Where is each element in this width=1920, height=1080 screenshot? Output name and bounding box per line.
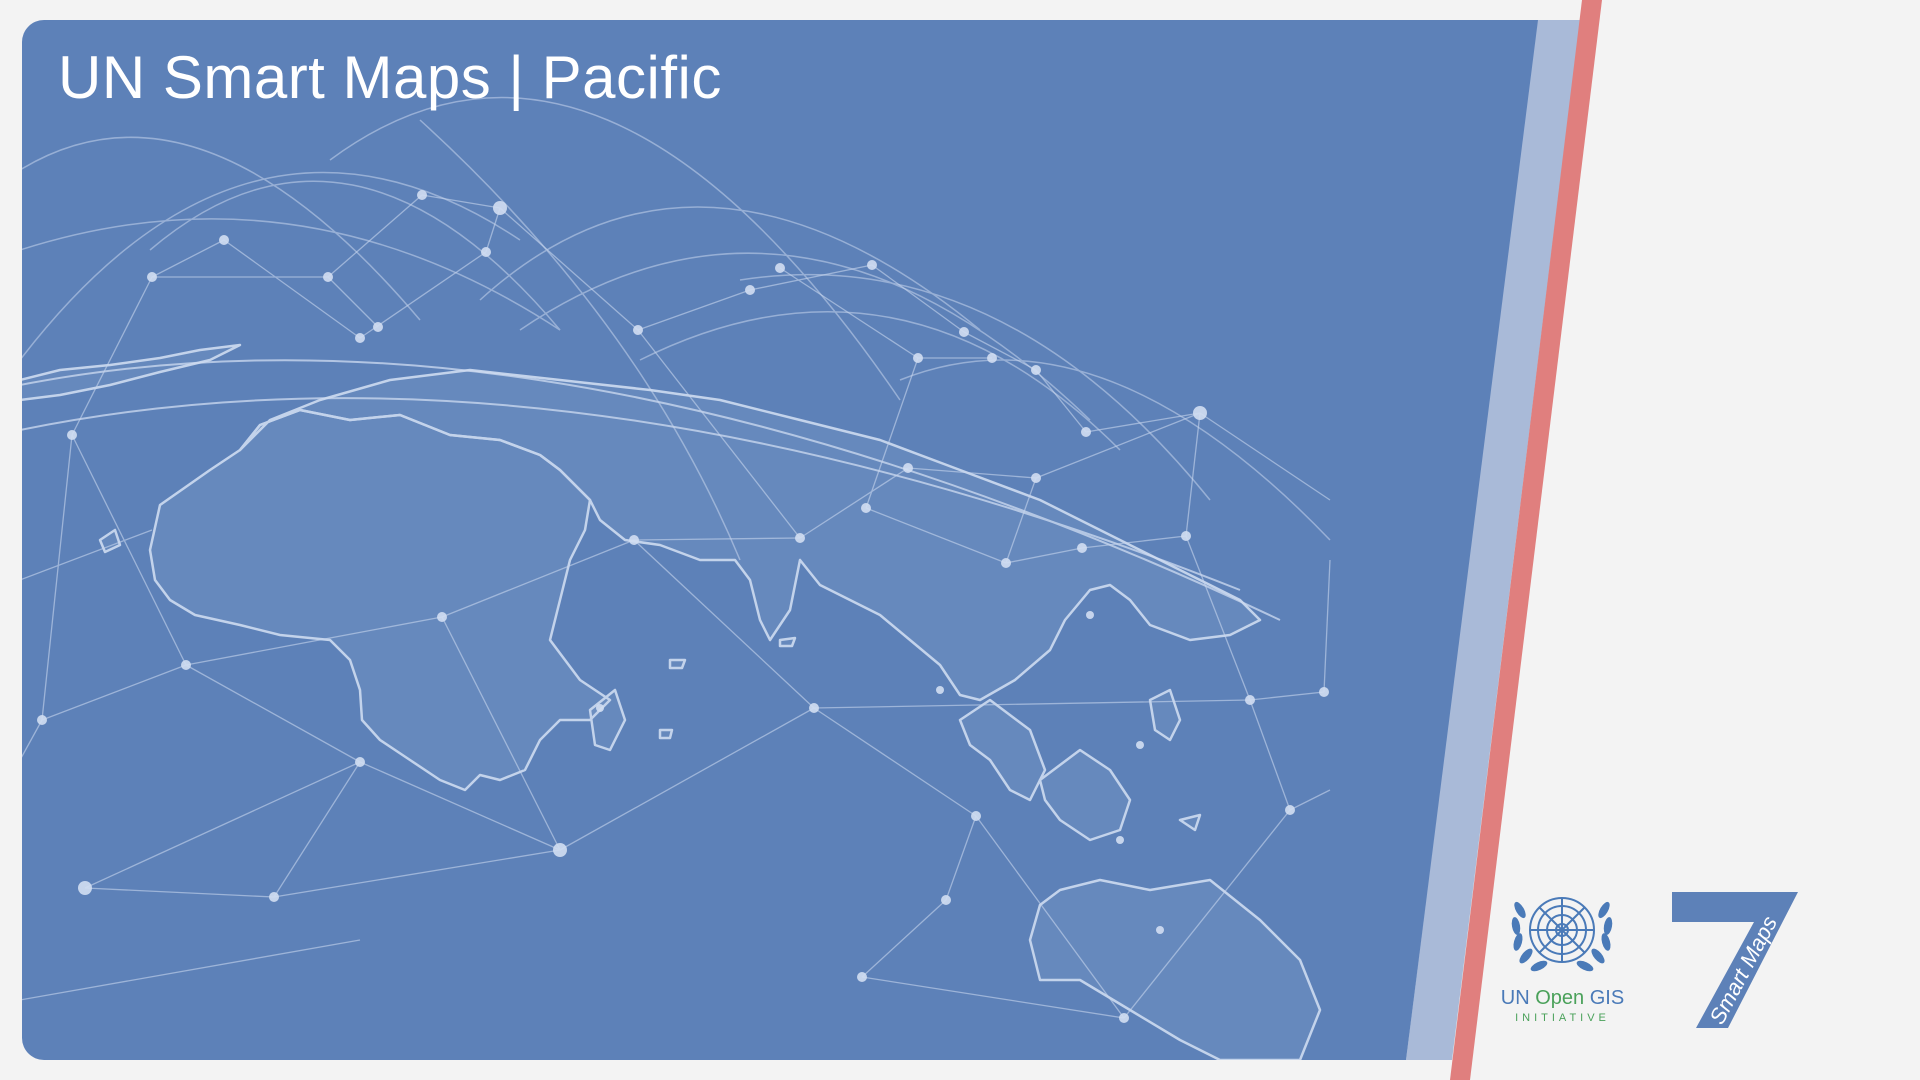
seven-shape [1672, 892, 1798, 1028]
network-lines [22, 194, 1331, 1019]
blue-panel [22, 20, 1538, 1060]
smart-maps-label: Smart Maps [1704, 912, 1782, 1028]
un-emblem-icon [1511, 897, 1613, 972]
network-map [22, 96, 1331, 1060]
slide-title: UN Smart Maps | Pacific [58, 44, 722, 111]
continent-outlines [22, 343, 1322, 1060]
smart-maps-7-logo: Smart Maps [1672, 892, 1798, 1028]
red-stripe [1450, 0, 1602, 1080]
un-open-gis-wordmark: UN Open GIS INITIATIVE [1490, 985, 1635, 1025]
logo-area: UN Open GIS INITIATIVE Smart Maps [1490, 870, 1810, 1030]
gis-text: GIS [1589, 987, 1625, 1009]
initiative-text: INITIATIVE [1515, 1012, 1610, 1024]
open-text: Open [1535, 987, 1585, 1009]
light-stripe [1406, 20, 1580, 1060]
latitude-curves [22, 359, 1281, 621]
network-nodes [37, 190, 1329, 1023]
un-text: UN [1500, 987, 1530, 1009]
